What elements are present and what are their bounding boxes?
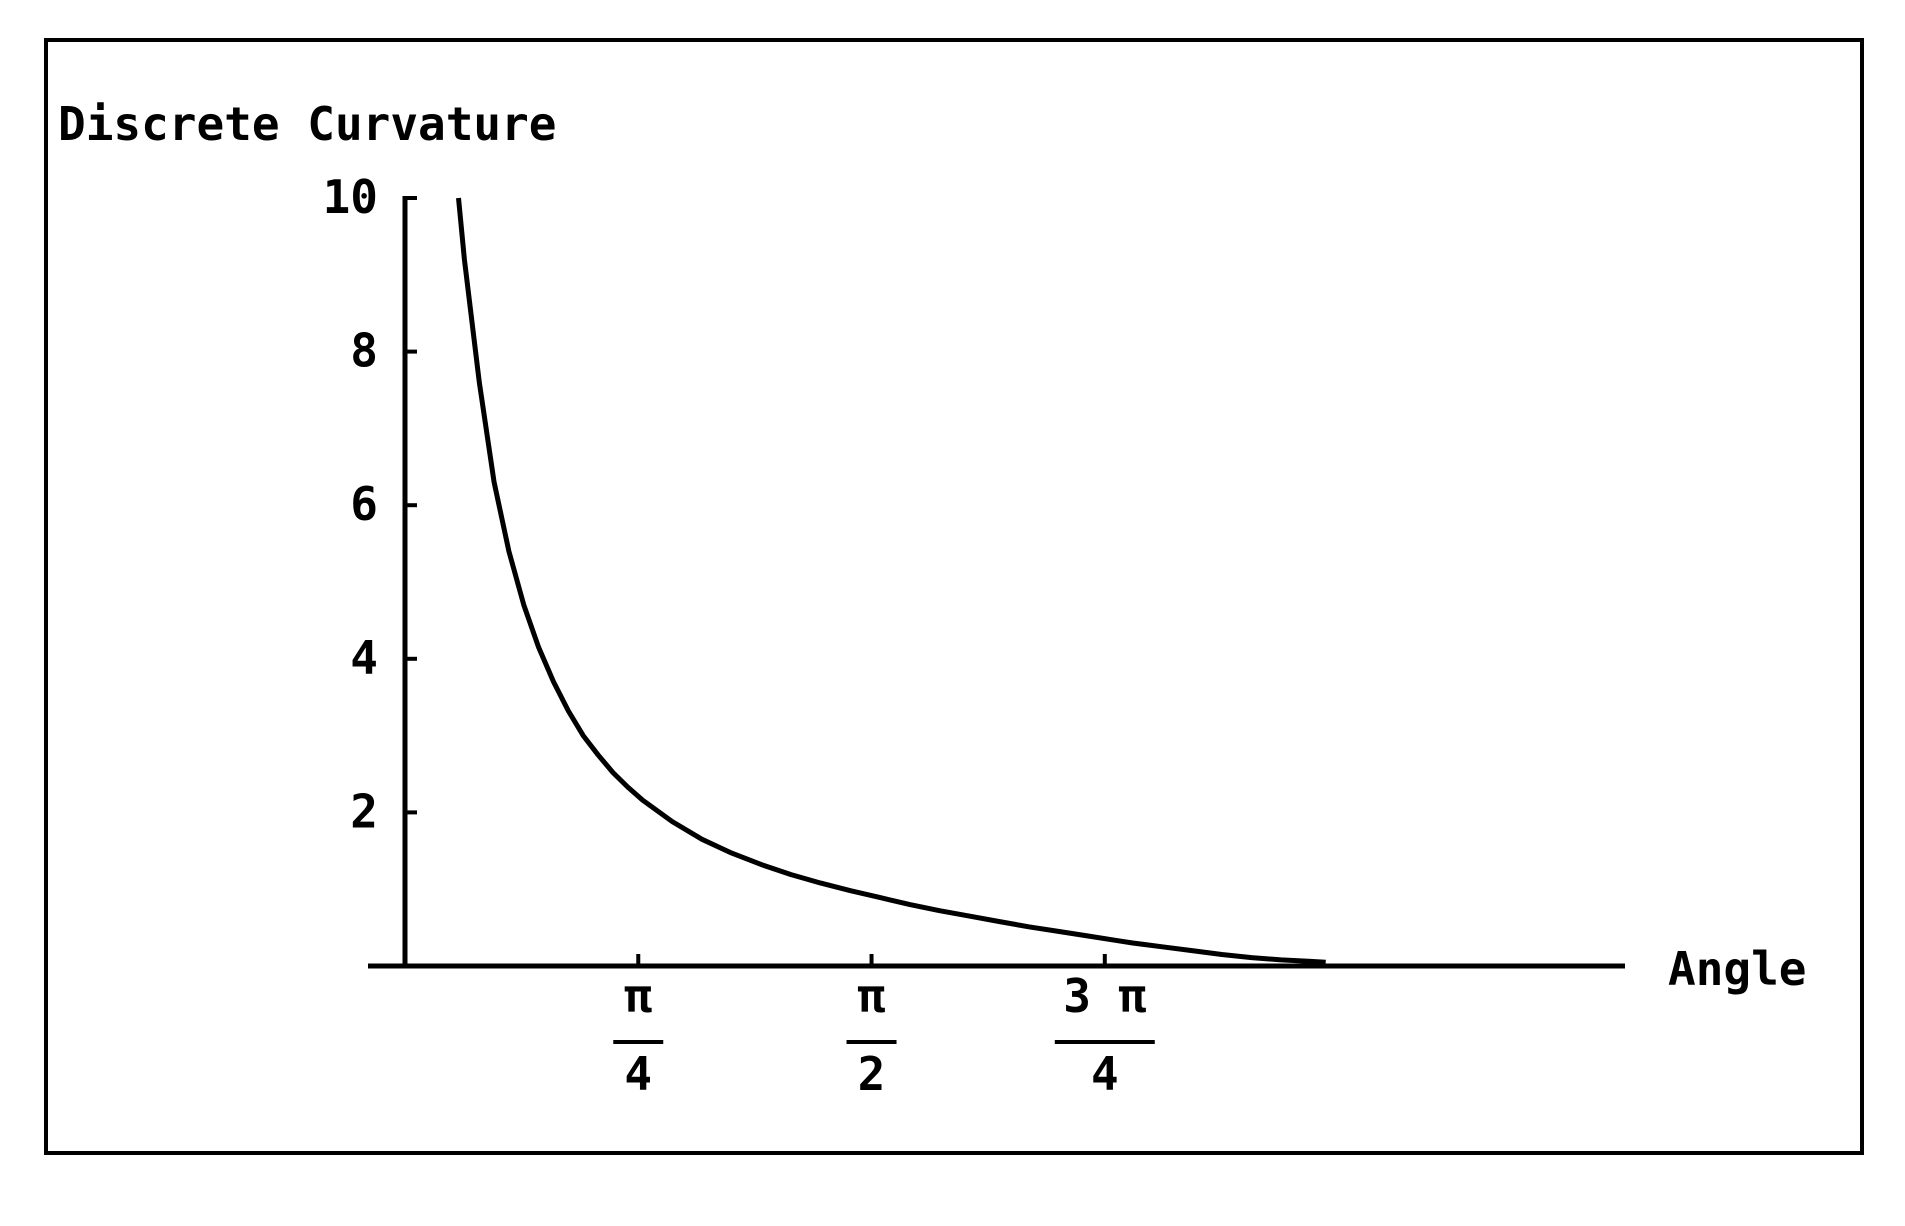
x-tick-numerator: 3 π [1063,969,1146,1023]
x-axis-label: Angle [1668,942,1806,996]
y-tick-label: 4 [350,631,378,685]
y-tick-label: 8 [350,324,378,378]
y-tick-label: 6 [350,477,378,531]
x-tick-denominator: 4 [1091,1047,1119,1101]
x-tick-denominator: 4 [624,1047,652,1101]
y-axis-label: Discrete Curvature [58,97,557,151]
x-tick-numerator: π [858,969,886,1023]
x-tick-numerator: π [624,969,652,1023]
y-tick-label: 10 [323,170,378,224]
curvature-series-line [456,197,1326,965]
y-tick-label: 2 [350,784,378,838]
plot-frame [44,38,1864,1155]
x-tick-denominator: 2 [858,1047,886,1101]
